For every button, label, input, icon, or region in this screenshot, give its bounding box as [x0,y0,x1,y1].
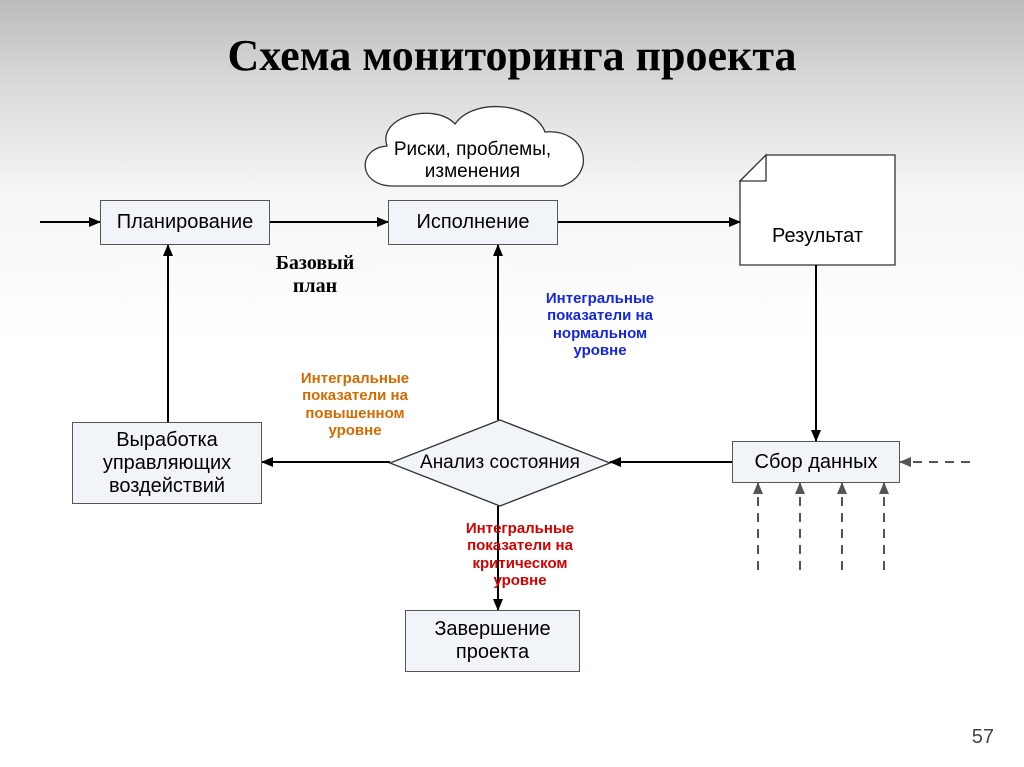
label-base-plan: Базовый план [255,252,375,298]
node-label: Результат [772,225,863,248]
node-planning: Планирование [100,200,270,245]
node-label: Риски, проблемы, изменения [371,139,574,183]
node-label: Сбор данных [755,451,878,474]
slide: Схема мониторинга проекта Планирование И… [0,0,1024,767]
node-label: Анализ состояния [420,452,580,474]
node-label: Планирование [117,211,254,234]
annotation-normal: Интегральные показатели на нормальном ур… [515,290,685,359]
node-collect: Сбор данных [732,441,900,483]
node-actions: Выработка управляющих воздействий [72,422,262,504]
node-risks-label: Риски, проблемы, изменения [365,128,580,194]
node-label: Завершение проекта [412,618,573,664]
node-label: Исполнение [416,211,529,234]
slide-title: Схема мониторинга проекта [0,30,1024,81]
node-finish: Завершение проекта [405,610,580,672]
annotation-critical: Интегральные показатели на критическом у… [430,520,610,589]
node-label: Выработка управляющих воздействий [79,429,255,498]
node-execution: Исполнение [388,200,558,245]
node-result-label: Результат [740,215,895,257]
slide-number: 57 [972,726,994,749]
annotation-high: Интегральные показатели на повышенном ур… [275,370,435,439]
